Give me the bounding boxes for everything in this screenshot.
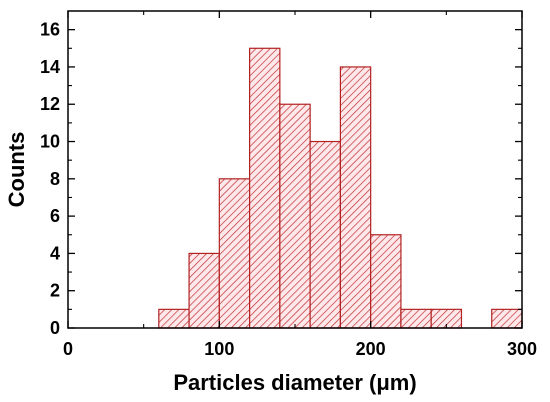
histogram-bar-140-160 [279, 103, 311, 329]
y-tick-label: 8 [50, 169, 60, 189]
y-tick-label: 0 [50, 318, 60, 338]
tick-labels: 0 100 200 300 0 2 4 6 8 10 12 14 16 [40, 20, 537, 359]
x-tick-label: 0 [63, 339, 73, 359]
x-axis-title: Particles diameter (μm) [173, 370, 416, 395]
histogram-bar-100-120 [218, 178, 251, 329]
y-tick-label: 16 [40, 20, 60, 40]
histogram-bar-120-140 [249, 47, 281, 329]
y-tick-label: 12 [40, 94, 60, 114]
y-tick-label: 2 [50, 281, 60, 301]
y-tick-label: 4 [50, 243, 60, 263]
histogram-bar-220-240 [400, 308, 432, 329]
histogram-bars [158, 47, 523, 329]
histogram-bar-180-200 [339, 66, 372, 329]
x-tick-label: 300 [507, 339, 537, 359]
y-tick-label: 10 [40, 132, 60, 152]
histogram-bar-160-180 [309, 140, 341, 329]
histogram-bar-280-300 [491, 308, 523, 329]
y-tick-label: 14 [40, 57, 60, 77]
histogram-bar-60-80 [158, 308, 190, 329]
x-tick-label: 100 [204, 339, 234, 359]
x-tick-label: 200 [356, 339, 386, 359]
histogram-bar-200-220 [370, 234, 402, 329]
histogram-bar-80-100 [188, 252, 220, 329]
y-axis-title: Counts [4, 132, 29, 208]
axis-ticks [67, 11, 523, 329]
y-tick-label: 6 [50, 206, 60, 226]
